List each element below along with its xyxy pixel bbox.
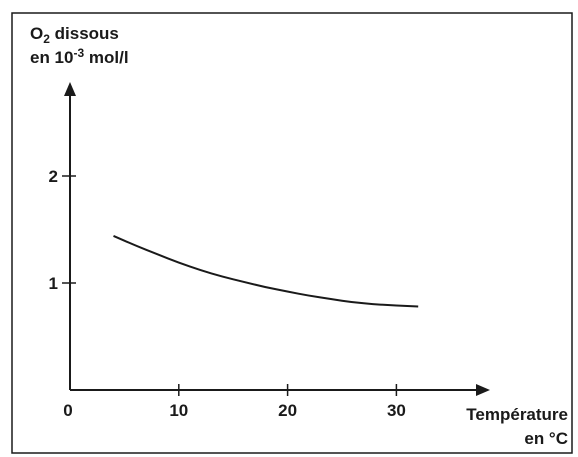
y-axis-title-part: -3 [73, 46, 84, 60]
y-axis-title-part: O [30, 24, 43, 43]
x-tick-label: 30 [387, 401, 406, 420]
ticks: 0 10 20 30 1 2 [49, 167, 406, 420]
x-tick-label: 0 [63, 401, 72, 420]
y-axis-title-line-2: en 10-3 mol/l [30, 46, 129, 67]
x-axis-title-line-2: en °C [524, 429, 568, 448]
y-tick-label: 2 [49, 167, 58, 186]
y-axis-title-part: 2 [43, 32, 50, 46]
y-axis-title-part: en 10 [30, 48, 73, 67]
x-axis-title-part: Température [466, 405, 568, 424]
series-line [113, 234, 419, 308]
x-tick-label: 20 [278, 401, 297, 420]
y-axis-title-part: dissous [50, 24, 119, 43]
x-tick-label: 10 [169, 401, 188, 420]
y-axis-arrow [64, 82, 76, 96]
x-axis-arrow [476, 384, 490, 396]
y-tick-label: 1 [49, 274, 58, 293]
axes [64, 82, 490, 396]
series [113, 234, 419, 308]
x-axis-title-part: en °C [524, 429, 568, 448]
y-axis-title-line-1: O2 dissous [30, 24, 119, 46]
y-axis-title-part: mol/l [84, 48, 128, 67]
x-axis-title-line-1: Température [466, 405, 568, 424]
frame-border [11, 12, 573, 454]
